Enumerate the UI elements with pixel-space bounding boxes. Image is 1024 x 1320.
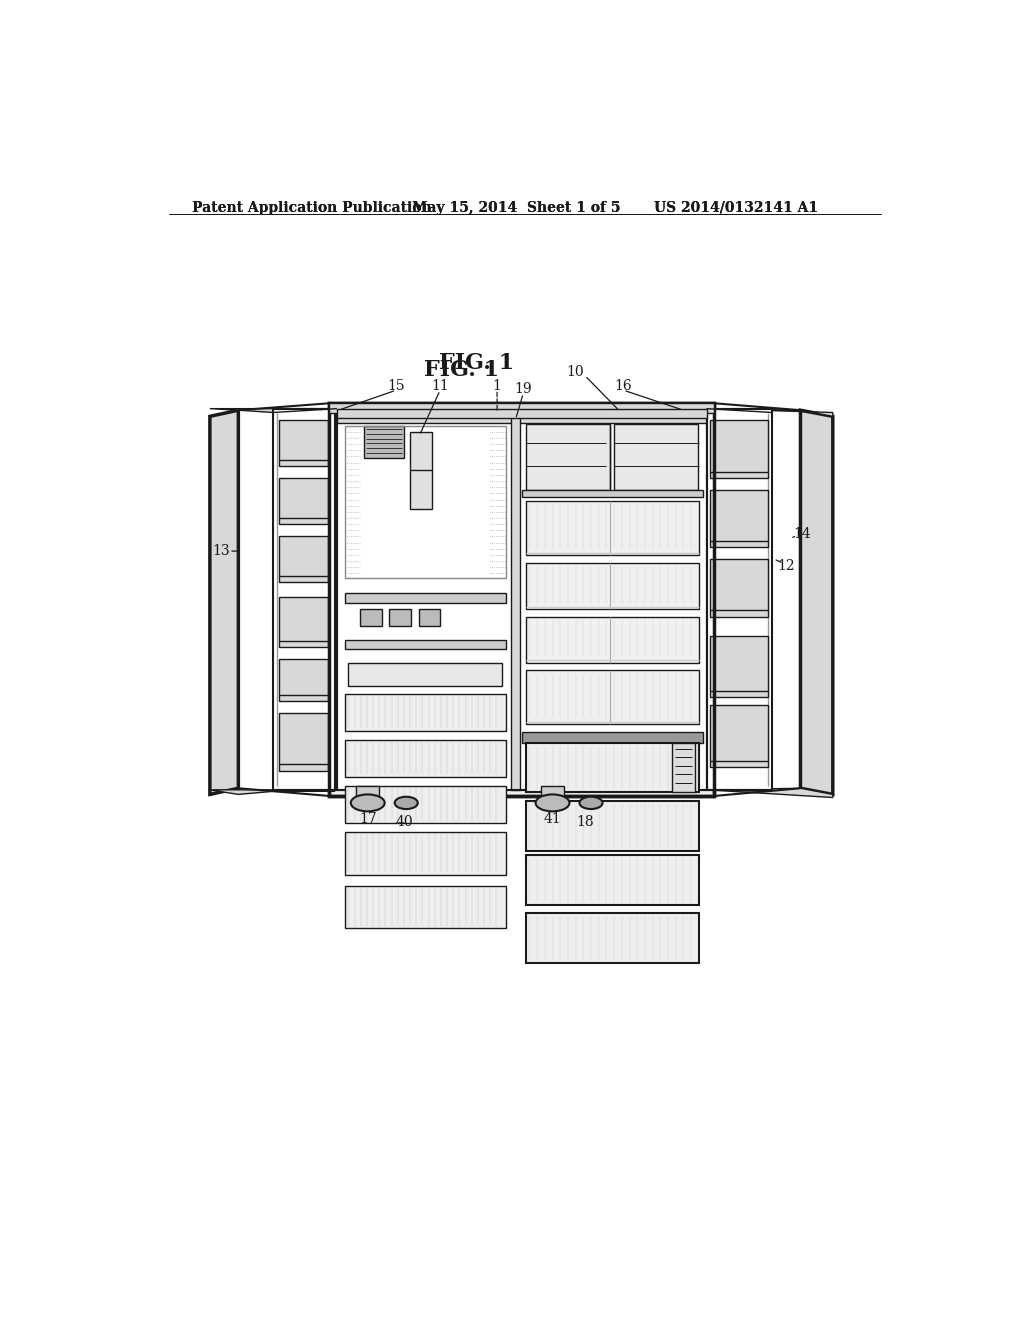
Bar: [525, 855, 698, 906]
Text: May 15, 2014  Sheet 1 of 5: May 15, 2014 Sheet 1 of 5: [412, 201, 621, 215]
Text: FIG. 1: FIG. 1: [439, 352, 515, 375]
Bar: [330, 404, 714, 796]
Bar: [711, 705, 768, 767]
Polygon shape: [210, 409, 335, 412]
Bar: [360, 609, 382, 626]
Text: Patent Application Publication: Patent Application Publication: [193, 201, 432, 215]
Bar: [614, 424, 698, 490]
Bar: [330, 404, 714, 796]
Text: 1: 1: [493, 379, 502, 392]
Bar: [410, 432, 432, 508]
Bar: [711, 420, 768, 478]
Ellipse shape: [351, 795, 385, 812]
Ellipse shape: [536, 795, 569, 812]
Bar: [525, 502, 698, 554]
Text: 41: 41: [544, 812, 561, 826]
Bar: [280, 713, 329, 771]
Bar: [345, 739, 506, 776]
Text: 17: 17: [358, 812, 377, 826]
Text: 18: 18: [577, 816, 594, 829]
Bar: [280, 478, 329, 524]
Polygon shape: [210, 789, 335, 795]
Bar: [345, 832, 506, 874]
Bar: [672, 743, 695, 792]
Bar: [525, 562, 698, 609]
Bar: [525, 616, 698, 663]
Bar: [419, 609, 440, 626]
Text: 10: 10: [567, 366, 585, 379]
Bar: [707, 409, 772, 789]
Bar: [337, 409, 707, 789]
Bar: [345, 886, 506, 928]
Bar: [711, 490, 768, 548]
Bar: [345, 693, 506, 730]
Text: 12: 12: [778, 560, 796, 573]
Text: 15: 15: [387, 379, 406, 393]
Bar: [541, 785, 564, 801]
Text: Patent Application Publication: Patent Application Publication: [193, 201, 432, 215]
Text: US 2014/0132141 A1: US 2014/0132141 A1: [654, 201, 818, 215]
Bar: [521, 490, 702, 498]
Text: 16: 16: [614, 379, 632, 393]
Bar: [280, 659, 329, 701]
Bar: [389, 609, 411, 626]
Bar: [345, 594, 506, 603]
Text: 11: 11: [431, 379, 449, 393]
Bar: [337, 409, 707, 422]
Bar: [525, 913, 698, 964]
Text: 40: 40: [395, 816, 413, 829]
Text: May 15, 2014  Sheet 1 of 5: May 15, 2014 Sheet 1 of 5: [412, 201, 621, 215]
Text: 14: 14: [794, 527, 811, 541]
Text: 19: 19: [514, 383, 532, 396]
Bar: [280, 420, 329, 466]
Bar: [345, 425, 506, 578]
Bar: [356, 785, 379, 801]
Polygon shape: [210, 411, 239, 795]
Bar: [525, 671, 698, 725]
Text: US 2014/0132141 A1: US 2014/0132141 A1: [654, 201, 818, 215]
Bar: [711, 636, 768, 697]
Bar: [280, 597, 329, 647]
Polygon shape: [707, 788, 833, 797]
Bar: [330, 404, 714, 412]
Bar: [337, 409, 707, 418]
Bar: [337, 409, 707, 789]
Bar: [521, 733, 702, 743]
Bar: [525, 743, 698, 792]
Text: 13: 13: [213, 544, 230, 558]
Bar: [348, 663, 502, 686]
Bar: [525, 424, 609, 490]
Bar: [345, 785, 506, 822]
Ellipse shape: [580, 797, 602, 809]
Bar: [364, 425, 403, 458]
Polygon shape: [707, 409, 833, 416]
Bar: [280, 536, 329, 582]
Bar: [511, 409, 520, 789]
Bar: [273, 409, 335, 789]
Ellipse shape: [394, 797, 418, 809]
Bar: [525, 801, 698, 850]
Text: FIG. 1: FIG. 1: [424, 359, 500, 380]
Bar: [345, 640, 506, 649]
Polygon shape: [801, 411, 833, 795]
Bar: [711, 558, 768, 616]
